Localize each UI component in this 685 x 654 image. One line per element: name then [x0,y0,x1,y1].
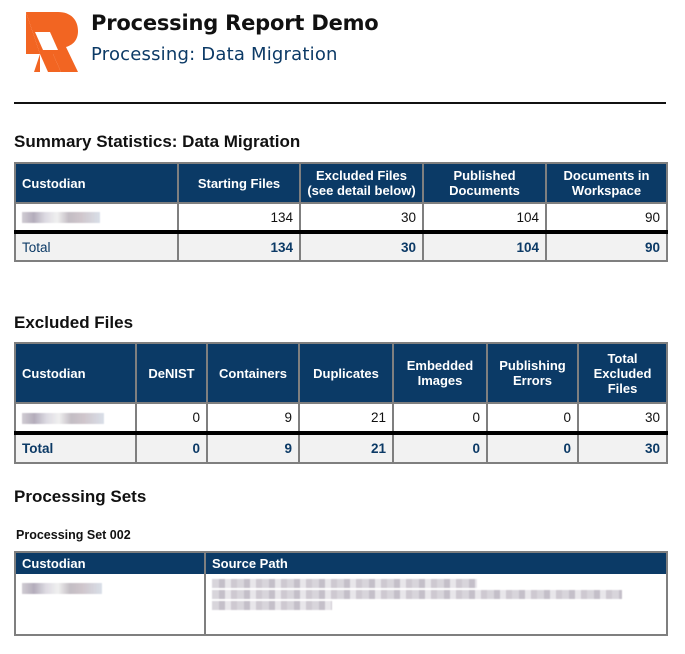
processing-set-table: Custodian Source Path [14,551,668,636]
custodian-cell [14,402,137,434]
summary-header-row: Custodian Starting Files Excluded Files … [14,162,668,204]
excluded-files-table: Custodian DeNIST Containers Duplicates E… [14,342,668,464]
custodian-cell [14,202,179,233]
processing-set-name: Processing Set 002 [16,528,131,542]
table-row: 0 9 21 0 0 30 [14,402,668,434]
total-row: Total 0 9 21 0 0 30 [14,431,668,464]
report-subtitle: Processing: Data Migration [91,44,338,65]
col-embedded-images: Embedded Images [392,342,488,404]
containers-cell: 9 [206,402,300,434]
col-source-path: Source Path [204,551,668,574]
redacted-custodian-name [22,582,102,594]
documents-in-workspace-cell: 90 [545,202,668,233]
table-row [14,574,668,636]
redacted-source-path-line [212,590,622,599]
total-label: Total [14,230,179,262]
summary-table: Custodian Starting Files Excluded Files … [14,162,668,262]
report-title: Processing Report Demo [91,11,379,35]
total-containers: 9 [206,431,300,464]
total-excluded-cell: 30 [577,402,668,434]
processing-set-header-row: Custodian Source Path [14,551,668,574]
col-publishing-errors: Publishing Errors [486,342,579,404]
excluded-files-cell: 30 [299,202,424,233]
processing-sets-section-title: Processing Sets [14,487,147,506]
total-starting-files: 134 [177,230,301,262]
table-row: 134 30 104 90 [14,202,668,233]
starting-files-cell: 134 [177,202,301,233]
published-documents-cell: 104 [422,202,547,233]
embedded-images-cell: 0 [392,402,488,434]
total-duplicates: 21 [298,431,394,464]
redacted-custodian-name [22,412,104,424]
redacted-source-path-line [212,579,477,588]
total-embedded-images: 0 [392,431,488,464]
total-row: Total 134 30 104 90 [14,230,668,262]
redacted-source-path-line [212,601,332,610]
col-denist: DeNIST [135,342,208,404]
col-duplicates: Duplicates [298,342,394,404]
col-containers: Containers [206,342,300,404]
total-publishing-errors: 0 [486,431,579,464]
col-custodian: Custodian [14,342,137,404]
excluded-header-row: Custodian DeNIST Containers Duplicates E… [14,342,668,404]
publishing-errors-cell: 0 [486,402,579,434]
redacted-custodian-name [22,212,100,224]
col-documents-in-workspace: Documents in Workspace [545,162,668,204]
col-total-excluded-files: Total Excluded Files [577,342,668,404]
source-path-cell [204,574,668,636]
col-starting-files: Starting Files [177,162,301,204]
total-published-documents: 104 [422,230,547,262]
custodian-cell [14,574,206,636]
total-denist: 0 [135,431,208,464]
col-custodian: Custodian [14,162,179,204]
denist-cell: 0 [135,402,208,434]
col-excluded-files: Excluded Files (see detail below) [299,162,424,204]
total-total-excluded: 30 [577,431,668,464]
company-logo-icon [26,12,78,72]
col-published-documents: Published Documents [422,162,547,204]
excluded-section-title: Excluded Files [14,313,134,332]
col-custodian: Custodian [14,551,206,574]
total-documents-in-workspace: 90 [545,230,668,262]
duplicates-cell: 21 [298,402,394,434]
total-label: Total [14,431,137,464]
summary-section-title: Summary Statistics: Data Migration [14,132,301,151]
header-divider [14,102,666,104]
total-excluded-files: 30 [299,230,424,262]
